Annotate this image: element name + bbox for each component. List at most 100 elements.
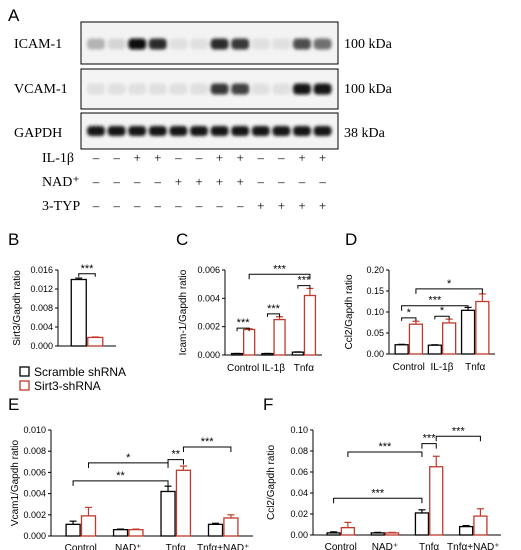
significance-bracket	[415, 288, 483, 294]
y-tick-label: 0.010	[23, 425, 46, 435]
significance-label: **	[171, 449, 180, 461]
x-category-label: Control	[227, 363, 259, 374]
treatment-sign: –	[154, 198, 162, 213]
blot-band	[169, 38, 188, 50]
y-tick-label: 0.08	[290, 446, 308, 456]
treatment-sign: +	[216, 150, 223, 165]
x-category-label: NAD⁺	[372, 542, 398, 550]
significance-label: ***	[378, 441, 392, 453]
chart-e: 0.000 0.002 0.004 0.006 0.008 0.010Vcam1/Gapd…	[10, 425, 253, 550]
blot-band	[107, 126, 126, 136]
western-blot: ICAM-1 100 kDa VCAM-1 100 kDa GAPDH 38 k…	[14, 21, 393, 214]
bar	[160, 490, 176, 537]
legend: Scramble shRNA Sirt3-shRNA	[19, 365, 126, 393]
bar	[340, 527, 356, 536]
blot-band	[231, 83, 250, 95]
significance-bracket	[434, 315, 450, 320]
blot-band	[148, 38, 167, 50]
treatment-sign: –	[174, 150, 182, 165]
x-category-label: Control	[325, 542, 357, 550]
y-tick-label: 0.006	[23, 467, 46, 477]
bar	[458, 525, 474, 536]
significance-bracket	[266, 313, 281, 317]
bar	[291, 351, 304, 356]
treatment-sign: –	[92, 174, 100, 189]
bar	[207, 523, 224, 537]
legend-swatch-scramble	[19, 366, 30, 377]
y-axis-title: Sirt3/Gapdh ratio	[12, 270, 23, 346]
bar	[223, 517, 239, 537]
y-tick-label: 0.05	[366, 328, 384, 338]
blot-band	[313, 38, 332, 50]
panel-label-b: B	[8, 230, 19, 249]
x-category-label: Tnfα	[166, 543, 186, 550]
bar	[427, 344, 443, 355]
treatment-sign: +	[319, 198, 326, 213]
treatment-sign: –	[298, 174, 306, 189]
bar	[384, 532, 400, 536]
panel-label-c: C	[176, 230, 188, 249]
treatment-sign: –	[133, 198, 141, 213]
y-tick-label: 0.20	[366, 265, 384, 275]
treatment-sign: –	[236, 198, 244, 213]
treatment-sign: –	[257, 174, 265, 189]
treatment-sign: +	[237, 150, 244, 165]
blot-band	[251, 126, 270, 136]
significance-bracket	[182, 446, 232, 452]
bar	[475, 300, 490, 355]
treatment-sign: –	[92, 150, 100, 165]
y-axis-title: Ccl2/Gapdh ratio	[344, 274, 355, 349]
blot-row-name-vcam1: VCAM-1	[14, 82, 68, 97]
x-category-label: Tnfα+NAD⁺	[197, 543, 249, 550]
blot-mw-vcam1: 100 kDa	[344, 82, 393, 97]
treatment-sign: –	[277, 150, 285, 165]
treatment-sign: +	[278, 198, 285, 213]
bar	[394, 344, 409, 355]
blot-band	[87, 83, 105, 95]
significance-label: ***	[371, 487, 385, 499]
treatment-sign: +	[154, 150, 161, 165]
x-category-label: Tnfα	[419, 542, 439, 550]
blot-lanes-icam1	[87, 38, 332, 50]
y-axis-title: Icam-1/Gapdh ratio	[178, 269, 189, 355]
treatment-sign: –	[195, 150, 203, 165]
bar	[128, 528, 144, 537]
significance-bracket	[236, 327, 250, 332]
treatment-sign: –	[318, 174, 326, 189]
bar	[87, 336, 104, 347]
blot-band	[293, 83, 311, 95]
significance-label: *	[126, 452, 131, 464]
y-tick-label: 0.016	[30, 265, 53, 275]
chart-c: 0.000 0.002 0.004 0.006 Icam-1/Gapdh ratio Co…	[178, 263, 322, 374]
significance-label: ***	[267, 303, 281, 315]
treatment-name-nad: NAD⁺	[42, 175, 80, 190]
y-tick-label: 0.004	[197, 293, 220, 303]
legend-label-sirt3: Sirt3-shRNA	[34, 379, 101, 393]
blot-lanes-vcam1	[87, 83, 332, 95]
significance-bracket	[167, 459, 184, 465]
blot-band	[190, 83, 208, 95]
significance-bracket	[87, 462, 169, 468]
bar	[303, 294, 317, 356]
legend-swatch-sirt3	[19, 380, 30, 391]
blot-band	[210, 126, 229, 136]
significance-label: *	[407, 307, 412, 319]
blot-band	[128, 83, 147, 95]
blot-band	[210, 38, 229, 50]
treatment-sign: –	[92, 198, 100, 213]
bar	[175, 469, 192, 537]
blot-row-name-gapdh: GAPDH	[14, 126, 62, 141]
significance-label: ***	[297, 275, 311, 287]
treatment-sign: –	[215, 198, 223, 213]
significance-label: **	[116, 470, 125, 482]
bar	[370, 532, 385, 536]
y-tick-label: 0.006	[197, 265, 220, 275]
significance-bracket	[78, 273, 96, 277]
significance-label: ***	[237, 317, 251, 329]
significance-bracket	[401, 317, 417, 321]
significance-bracket	[435, 435, 481, 442]
treatment-sign: –	[112, 174, 120, 189]
treatment-sign: –	[257, 150, 265, 165]
y-tick-label: 0.10	[366, 307, 384, 317]
